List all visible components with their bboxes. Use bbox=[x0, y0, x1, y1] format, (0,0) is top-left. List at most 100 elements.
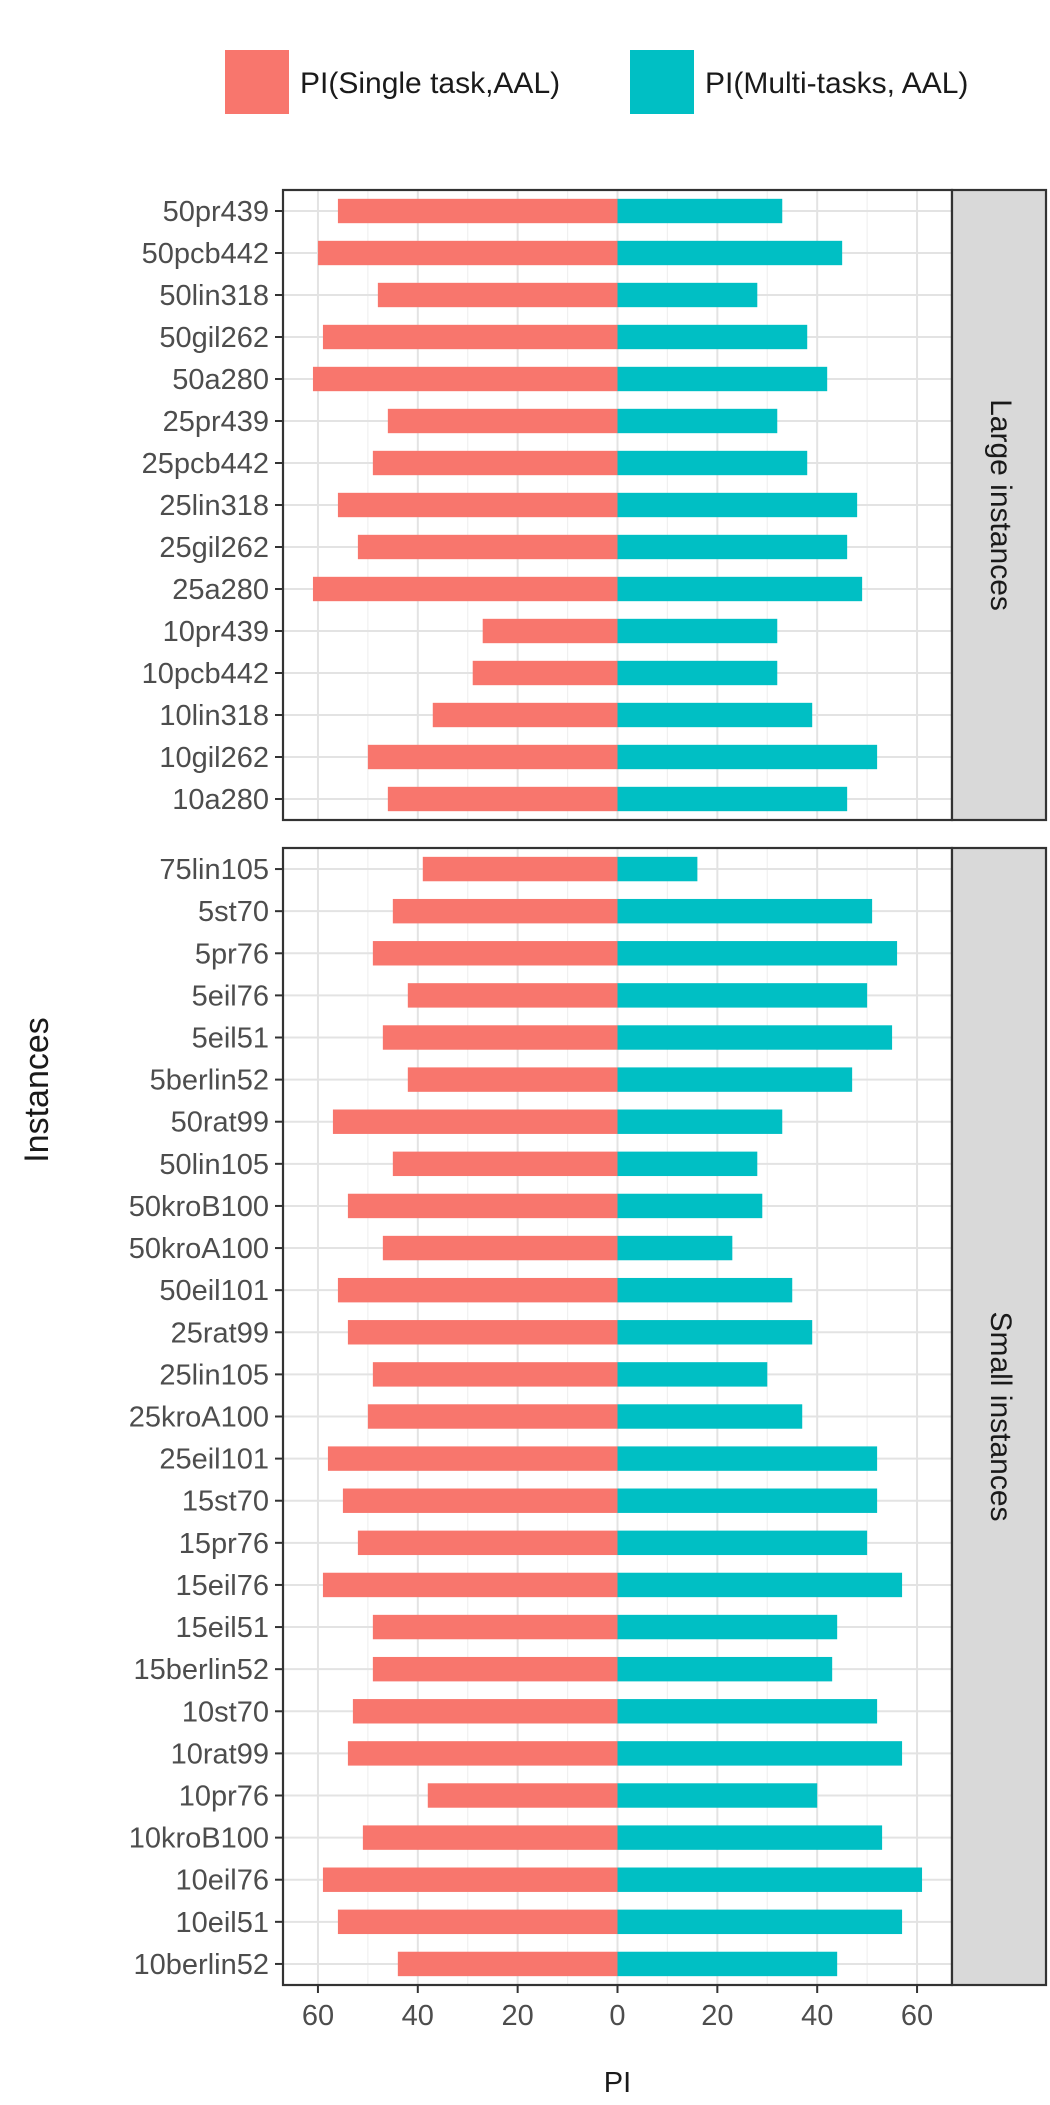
y-tick-label: 10pr439 bbox=[163, 616, 269, 648]
bar-multi-tasks bbox=[617, 898, 873, 924]
y-tick-label: 5eil51 bbox=[192, 1023, 269, 1055]
y-tick-label: 10a280 bbox=[172, 784, 269, 816]
bar-multi-tasks bbox=[617, 1109, 783, 1134]
y-tick-label: 10rat99 bbox=[171, 1738, 269, 1770]
bar-single-task bbox=[397, 1951, 618, 1977]
y-tick-label: 5pr76 bbox=[195, 938, 269, 970]
bar-single-task bbox=[407, 1067, 618, 1092]
x-tick-label: 40 bbox=[801, 2000, 833, 2032]
bar-single-task bbox=[367, 1404, 618, 1429]
bar-single-task bbox=[432, 702, 618, 728]
y-tick-label: 50rat99 bbox=[171, 1107, 269, 1139]
bar-single-task bbox=[372, 1362, 618, 1387]
y-tick-label: 25lin105 bbox=[159, 1359, 269, 1391]
y-tick-label: 50lin318 bbox=[159, 280, 269, 312]
bar-multi-tasks bbox=[617, 941, 898, 966]
bar-multi-tasks bbox=[617, 408, 778, 434]
y-tick-label: 25pr439 bbox=[163, 406, 269, 438]
legend-key bbox=[630, 50, 694, 114]
y-tick-label: 50a280 bbox=[172, 364, 269, 396]
y-tick-label: 25gil262 bbox=[159, 532, 269, 564]
bar-multi-tasks bbox=[617, 786, 848, 812]
y-tick-label: 25a280 bbox=[172, 574, 269, 606]
bar-single-task bbox=[372, 1614, 618, 1640]
bar-multi-tasks bbox=[617, 1614, 838, 1640]
y-tick-label: 50kroA100 bbox=[129, 1233, 269, 1265]
bar-single-task bbox=[357, 1530, 618, 1556]
x-tick-label: 20 bbox=[502, 2000, 534, 2032]
y-tick-label: 50eil101 bbox=[159, 1275, 269, 1307]
y-tick-label: 25rat99 bbox=[171, 1317, 269, 1349]
y-tick-label: 5berlin52 bbox=[150, 1065, 269, 1097]
y-tick-label: 10eil51 bbox=[175, 1907, 269, 1939]
bar-multi-tasks bbox=[617, 1825, 883, 1850]
bar-multi-tasks bbox=[617, 198, 783, 224]
bar-multi-tasks bbox=[617, 324, 808, 350]
bar-multi-tasks bbox=[617, 744, 878, 770]
y-tick-label: 10st70 bbox=[182, 1696, 269, 1728]
bar-single-task bbox=[352, 1699, 618, 1724]
y-tick-label: 25pcb442 bbox=[142, 448, 269, 480]
bar-single-task bbox=[372, 450, 618, 476]
bar-single-task bbox=[347, 1193, 618, 1219]
bar-single-task bbox=[327, 1446, 618, 1471]
bar-multi-tasks bbox=[617, 1656, 833, 1682]
bar-multi-tasks bbox=[617, 618, 778, 644]
bar-single-task bbox=[337, 1909, 618, 1935]
bar-single-task bbox=[422, 856, 618, 882]
bar-single-task bbox=[372, 1656, 618, 1682]
bar-multi-tasks bbox=[617, 1277, 793, 1303]
bar-single-task bbox=[427, 1783, 618, 1808]
bar-multi-tasks bbox=[617, 1067, 853, 1092]
bar-multi-tasks bbox=[617, 450, 808, 476]
bar-single-task bbox=[372, 941, 618, 966]
bar-multi-tasks bbox=[617, 856, 698, 882]
bar-single-task bbox=[387, 408, 618, 434]
bar-single-task bbox=[342, 1488, 618, 1513]
facet-strip-label: Small instances bbox=[984, 1311, 1017, 1521]
bar-multi-tasks bbox=[617, 1909, 903, 1935]
legend-label: PI(Multi-tasks, AAL) bbox=[705, 67, 968, 100]
y-tick-label: 10berlin52 bbox=[134, 1949, 269, 1981]
bar-multi-tasks bbox=[617, 1783, 818, 1808]
facet-strip bbox=[950, 188, 1048, 822]
bar-multi-tasks bbox=[617, 1446, 878, 1471]
bar-multi-tasks bbox=[617, 660, 778, 686]
bar-multi-tasks bbox=[617, 1320, 813, 1345]
bar-multi-tasks bbox=[617, 983, 868, 1008]
bar-multi-tasks bbox=[617, 1699, 878, 1724]
y-tick-label: 10gil262 bbox=[159, 742, 269, 774]
bar-single-task bbox=[362, 1825, 618, 1850]
bar-single-task bbox=[382, 1025, 618, 1050]
bar-multi-tasks bbox=[617, 1362, 768, 1387]
y-tick-label: 10pcb442 bbox=[142, 658, 269, 690]
bar-multi-tasks bbox=[617, 1193, 763, 1219]
legend-key bbox=[225, 50, 289, 114]
y-tick-label: 10eil76 bbox=[175, 1865, 269, 1897]
bar-single-task bbox=[312, 576, 618, 602]
y-tick-label: 5st70 bbox=[198, 896, 269, 928]
y-axis-title: Instances bbox=[18, 1017, 56, 1163]
y-tick-label: 15st70 bbox=[182, 1486, 269, 1518]
facet-strip bbox=[950, 846, 1048, 1987]
bar-single-task bbox=[322, 324, 618, 350]
x-tick-label: 60 bbox=[302, 2000, 334, 2032]
bar-multi-tasks bbox=[617, 576, 863, 602]
y-tick-label: 10kroB100 bbox=[129, 1823, 269, 1855]
y-tick-label: 15eil76 bbox=[175, 1570, 269, 1602]
bar-single-task bbox=[382, 1235, 618, 1261]
bar-single-task bbox=[337, 1277, 618, 1303]
bar-multi-tasks bbox=[617, 1572, 903, 1598]
bar-single-task bbox=[347, 1741, 618, 1766]
bar-multi-tasks bbox=[617, 366, 828, 392]
bar-single-task bbox=[322, 1867, 618, 1892]
y-tick-label: 15berlin52 bbox=[134, 1654, 269, 1686]
bar-multi-tasks bbox=[617, 1404, 803, 1429]
bar-multi-tasks bbox=[617, 1867, 923, 1892]
y-tick-label: 25kroA100 bbox=[129, 1402, 269, 1434]
bar-single-task bbox=[312, 366, 618, 392]
bar-multi-tasks bbox=[617, 240, 843, 266]
x-axis-title: PI bbox=[604, 2067, 631, 2099]
